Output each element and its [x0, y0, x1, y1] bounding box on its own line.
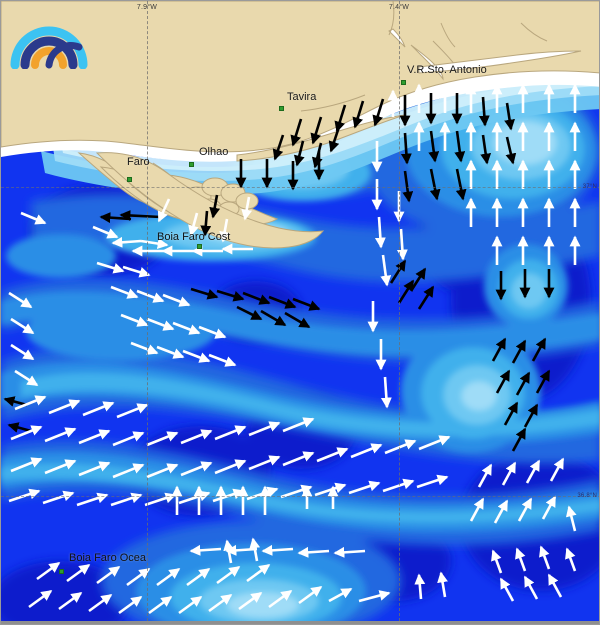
rainbow-arc-middle	[20, 36, 78, 70]
lon-label-1: 7.4°W	[388, 4, 410, 11]
lat-label-0: 37°N	[582, 184, 597, 190]
grid-line-lat-1	[1, 496, 599, 497]
buoy-label-faro-costeira: Boia Faro Cost	[157, 231, 231, 243]
lon-label-0: 7.9°W	[136, 4, 158, 11]
place-label-olhao: Olhao	[199, 146, 229, 158]
place-label-vr-sto-antonio: V.R.Sto. Antonio	[407, 64, 487, 76]
lat-label-1: 36.8°N	[577, 493, 597, 499]
rainbow-logo[interactable]	[9, 13, 93, 70]
grid-line-lat-0	[1, 187, 599, 188]
rainbow-arc-accent	[45, 41, 83, 69]
buoy-label-faro-oceanica: Boia Faro Ocea	[69, 552, 147, 564]
place-label-tavira: Tavira	[287, 91, 317, 103]
river-mouth-inlet	[388, 28, 406, 48]
place-marker-olhao	[189, 162, 194, 167]
rainbow-arc-outer	[10, 26, 88, 70]
river-lines	[300, 1, 548, 112]
grid-line-lon-0	[147, 1, 148, 624]
buoy-marker-faro-oceanica	[59, 569, 64, 574]
grid-line-lon-1	[399, 1, 400, 624]
place-marker-vr-sto-antonio	[401, 80, 406, 85]
buoy-marker-faro-costeira	[197, 244, 202, 249]
rainbow-arc-inner	[31, 47, 67, 69]
barrier-spit	[95, 152, 325, 249]
place-marker-tavira	[279, 106, 284, 111]
nearshore-shallow-band-inner2	[61, 76, 599, 171]
eastern-sand-spit	[418, 50, 582, 74]
bottom-border-strip	[1, 621, 599, 624]
place-label-faro: Faro	[127, 156, 150, 168]
place-marker-faro	[127, 177, 132, 182]
